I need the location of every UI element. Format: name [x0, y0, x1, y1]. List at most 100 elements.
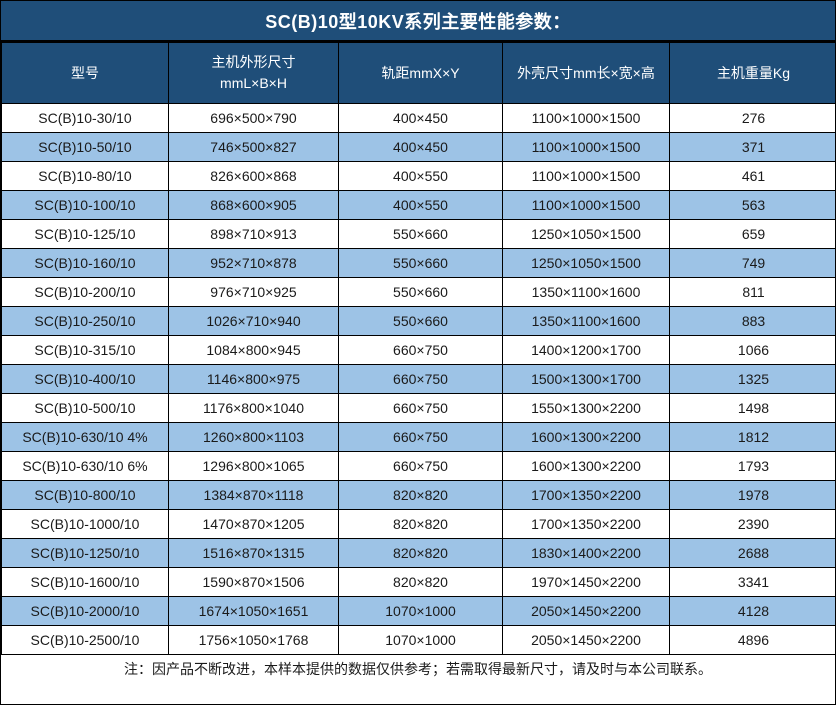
table-header: 型号 主机外形尺寸 mmL×B×H 轨距mmX×Y 外壳尺寸mm长×宽×高 主机…	[1, 42, 835, 104]
cell-host-dimensions: 696×500×790	[168, 103, 339, 133]
cell-model: SC(B)10-100/10	[1, 190, 169, 220]
cell-weight: 461	[669, 161, 835, 191]
cell-weight: 659	[669, 219, 835, 249]
cell-model: SC(B)10-80/10	[1, 161, 169, 191]
column-header-label: 型号	[71, 64, 99, 81]
cell-rail-gauge: 550×660	[338, 277, 503, 307]
cell-shell-dimensions: 1700×1350×2200	[502, 509, 670, 539]
cell-host-dimensions: 1590×870×1506	[168, 567, 339, 597]
cell-weight: 1325	[669, 364, 835, 394]
cell-model: SC(B)10-30/10	[1, 103, 169, 133]
cell-host-dimensions: 1146×800×975	[168, 364, 339, 394]
cell-weight: 1498	[669, 393, 835, 423]
cell-shell-dimensions: 1700×1350×2200	[502, 480, 670, 510]
table-row: SC(B)10-315/10 1084×800×945 660×750 1400×12…	[1, 335, 835, 365]
cell-rail-gauge: 660×750	[338, 335, 503, 365]
cell-model: SC(B)10-1600/10	[1, 567, 169, 597]
cell-model: SC(B)10-50/10	[1, 132, 169, 162]
column-header-host-dimensions: 主机外形尺寸 mmL×B×H	[168, 42, 339, 104]
table-row: SC(B)10-1000/10 1470×870×1205 820×820 1700×…	[1, 509, 835, 539]
table-row: SC(B)10-100/10 868×600×905 400×550 1100×100…	[1, 190, 835, 220]
cell-weight: 3341	[669, 567, 835, 597]
column-header-label: 轨距mmX×Y	[381, 64, 460, 81]
cell-rail-gauge: 820×820	[338, 538, 503, 568]
cell-weight: 4896	[669, 625, 835, 655]
cell-host-dimensions: 868×600×905	[168, 190, 339, 220]
table-row: SC(B)10-1600/10 1590×870×1506 820×820 1970×…	[1, 567, 835, 597]
cell-rail-gauge: 1070×1000	[338, 596, 503, 626]
column-header-model: 型号	[1, 42, 169, 104]
cell-model: SC(B)10-630/10 4%	[1, 422, 169, 452]
cell-shell-dimensions: 1500×1300×1700	[502, 364, 670, 394]
cell-model: SC(B)10-200/10	[1, 277, 169, 307]
cell-host-dimensions: 898×710×913	[168, 219, 339, 249]
cell-weight: 1066	[669, 335, 835, 365]
cell-shell-dimensions: 1550×1300×2200	[502, 393, 670, 423]
table-row: SC(B)10-30/10 696×500×790 400×450 1100×1000…	[1, 103, 835, 133]
column-header-rail-gauge: 轨距mmX×Y	[338, 42, 503, 104]
cell-weight: 2390	[669, 509, 835, 539]
cell-rail-gauge: 820×820	[338, 509, 503, 539]
table-row: SC(B)10-800/10 1384×870×1118 820×820 1700×1…	[1, 480, 835, 510]
cell-model: SC(B)10-250/10	[1, 306, 169, 336]
cell-shell-dimensions: 1830×1400×2200	[502, 538, 670, 568]
cell-shell-dimensions: 2050×1450×2200	[502, 596, 670, 626]
cell-host-dimensions: 976×710×925	[168, 277, 339, 307]
column-header-weight: 主机重量Kg	[669, 42, 835, 104]
cell-model: SC(B)10-630/10 6%	[1, 451, 169, 481]
cell-rail-gauge: 550×660	[338, 219, 503, 249]
cell-model: SC(B)10-125/10	[1, 219, 169, 249]
cell-weight: 371	[669, 132, 835, 162]
cell-rail-gauge: 820×820	[338, 567, 503, 597]
cell-rail-gauge: 1070×1000	[338, 625, 503, 655]
cell-rail-gauge: 660×750	[338, 364, 503, 394]
table-row: SC(B)10-160/10 952×710×878 550×660 1250×105…	[1, 248, 835, 278]
cell-host-dimensions: 1470×870×1205	[168, 509, 339, 539]
cell-rail-gauge: 660×750	[338, 393, 503, 423]
cell-weight: 1793	[669, 451, 835, 481]
cell-model: SC(B)10-500/10	[1, 393, 169, 423]
cell-shell-dimensions: 1600×1300×2200	[502, 422, 670, 452]
cell-rail-gauge: 400×450	[338, 132, 503, 162]
column-header-label: 主机重量Kg	[716, 64, 791, 81]
cell-rail-gauge: 660×750	[338, 451, 503, 481]
table-row: SC(B)10-2500/10 1756×1050×1768 1070×1000 20…	[1, 625, 835, 655]
cell-shell-dimensions: 1350×1100×1600	[502, 306, 670, 336]
cell-weight: 1812	[669, 422, 835, 452]
column-header-label: 主机外形尺寸	[211, 54, 296, 70]
cell-shell-dimensions: 2050×1450×2200	[502, 625, 670, 655]
cell-host-dimensions: 1674×1050×1651	[168, 596, 339, 626]
cell-shell-dimensions: 1970×1450×2200	[502, 567, 670, 597]
cell-shell-dimensions: 1600×1300×2200	[502, 451, 670, 481]
footer-note: 注：因产品不断改进，本样本提供的数据仅供参考；若需取得最新尺寸，请及时与本公司联…	[1, 655, 835, 683]
cell-weight: 883	[669, 306, 835, 336]
spec-table: 型号 主机外形尺寸 mmL×B×H 轨距mmX×Y 外壳尺寸mm长×宽×高 主机…	[1, 42, 835, 655]
cell-weight: 276	[669, 103, 835, 133]
cell-weight: 1978	[669, 480, 835, 510]
cell-shell-dimensions: 1400×1200×1700	[502, 335, 670, 365]
cell-model: SC(B)10-315/10	[1, 335, 169, 365]
cell-rail-gauge: 400×550	[338, 190, 503, 220]
cell-host-dimensions: 1260×800×1103	[168, 422, 339, 452]
table-row: SC(B)10-2000/10 1674×1050×1651 1070×1000 20…	[1, 596, 835, 626]
cell-host-dimensions: 1026×710×940	[168, 306, 339, 336]
cell-model: SC(B)10-1250/10	[1, 538, 169, 568]
cell-model: SC(B)10-2500/10	[1, 625, 169, 655]
cell-model: SC(B)10-800/10	[1, 480, 169, 510]
cell-weight: 2688	[669, 538, 835, 568]
header-row: 型号 主机外形尺寸 mmL×B×H 轨距mmX×Y 外壳尺寸mm长×宽×高 主机…	[1, 42, 835, 104]
cell-weight: 749	[669, 248, 835, 278]
cell-host-dimensions: 1176×800×1040	[168, 393, 339, 423]
table-row: SC(B)10-80/10 826×600×868 400×550 1100×1000…	[1, 161, 835, 191]
cell-shell-dimensions: 1100×1000×1500	[502, 103, 670, 133]
table-row: SC(B)10-630/10 4% 1260×800×1103 660×750 160…	[1, 422, 835, 452]
cell-weight: 811	[669, 277, 835, 307]
footer-note-text: 注：因产品不断改进，本样本提供的数据仅供参考；若需取得最新尺寸，请及时与本公司联…	[124, 661, 712, 677]
table-row: SC(B)10-50/10 746×500×827 400×450 1100×1000…	[1, 132, 835, 162]
cell-weight: 4128	[669, 596, 835, 626]
cell-rail-gauge: 820×820	[338, 480, 503, 510]
cell-weight: 563	[669, 190, 835, 220]
cell-shell-dimensions: 1100×1000×1500	[502, 132, 670, 162]
cell-model: SC(B)10-2000/10	[1, 596, 169, 626]
